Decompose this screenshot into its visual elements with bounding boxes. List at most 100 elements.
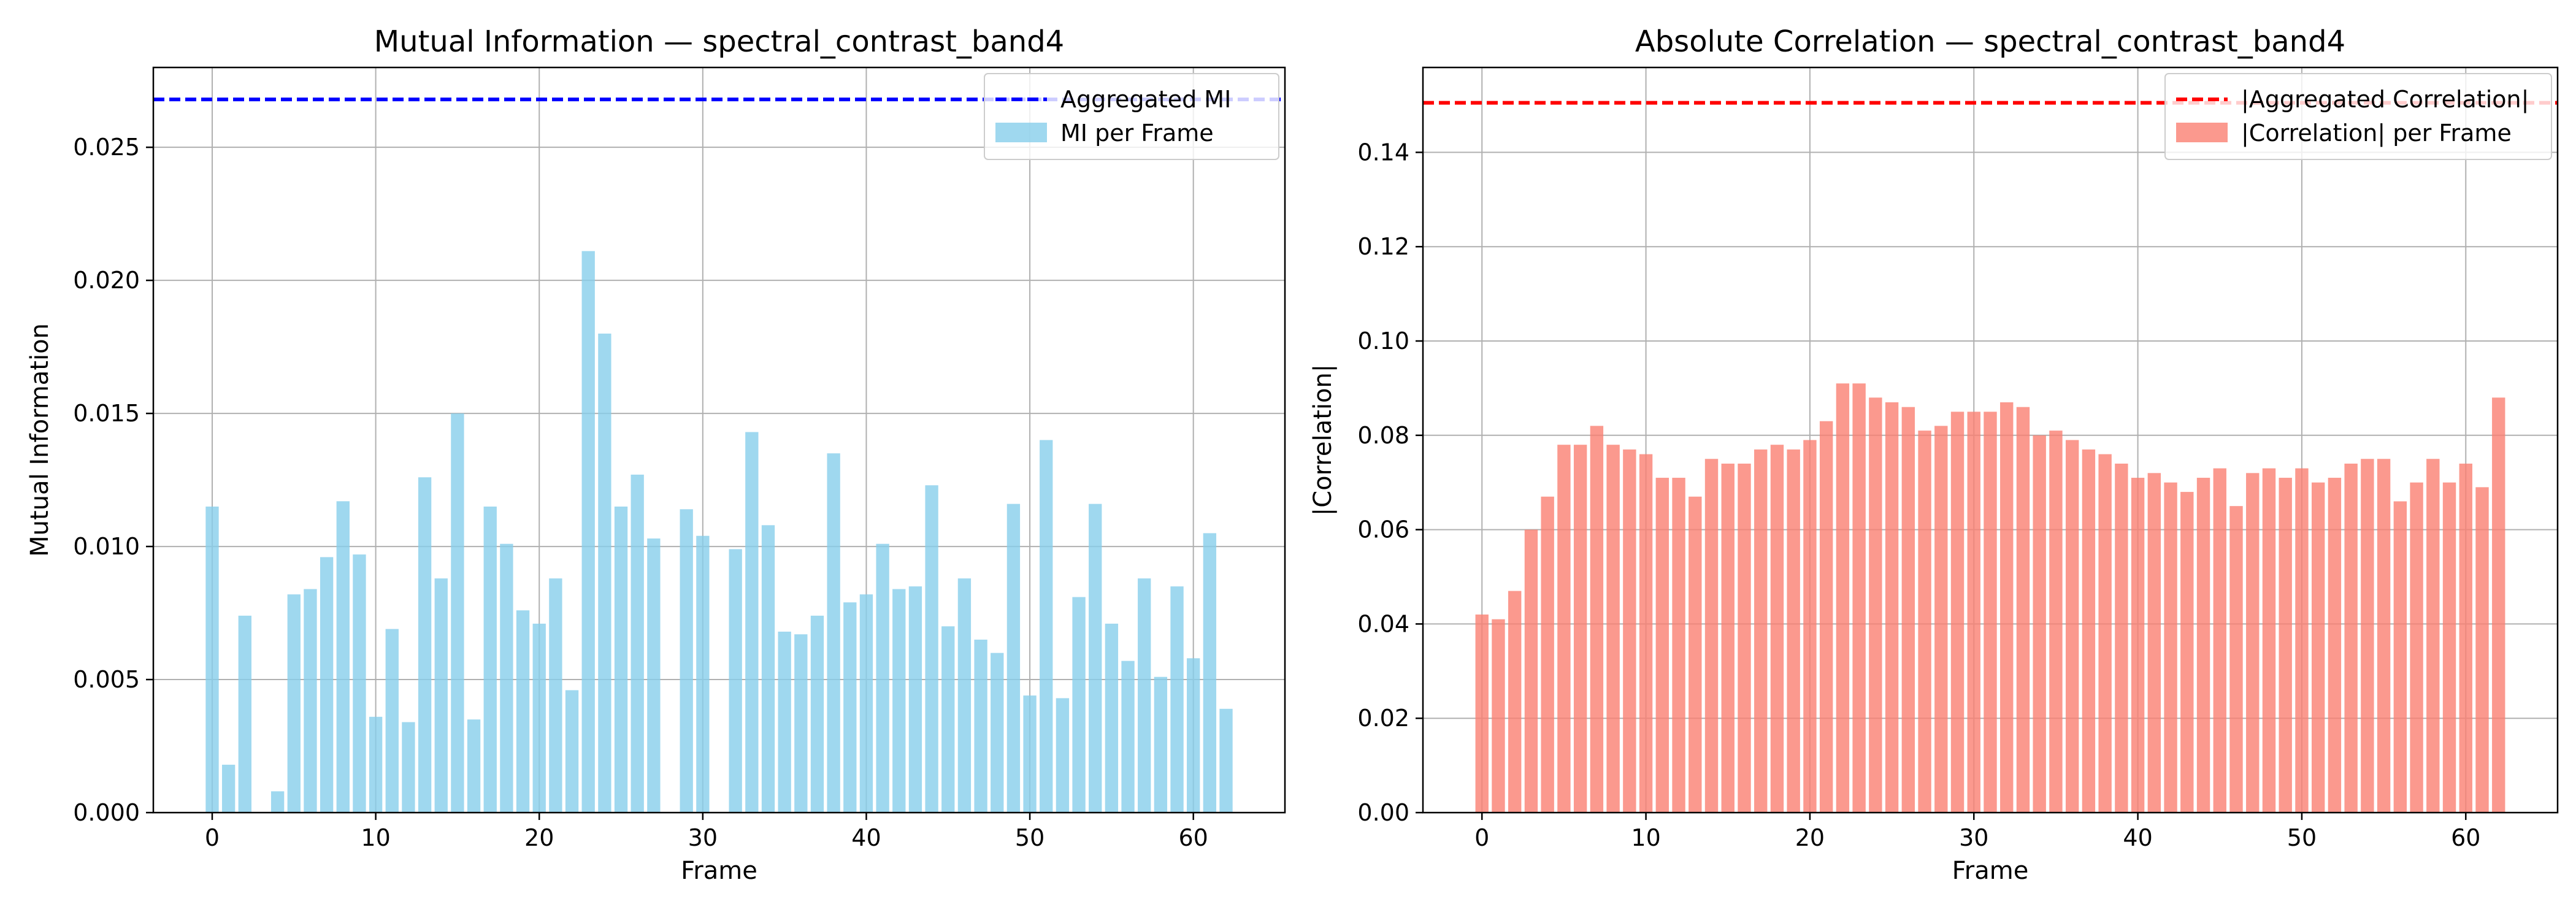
bar-frame-57	[1138, 578, 1151, 813]
bar-frame-4	[1541, 496, 1554, 813]
legend-box	[2164, 73, 2552, 160]
bar-frame-16	[1738, 463, 1751, 813]
bar-frame-9	[353, 554, 366, 813]
bar-frame-48	[991, 653, 1004, 813]
bar-frame-18	[1770, 445, 1784, 813]
bar-frame-45	[941, 626, 955, 813]
bar-frame-41	[876, 543, 889, 813]
bar-frame-3	[1524, 529, 1538, 813]
bar-frame-26	[631, 474, 644, 813]
bar-frame-52	[2328, 478, 2342, 813]
bar-frame-49	[1006, 504, 1021, 813]
plot-area-frame	[1422, 66, 2559, 814]
bar-frame-16	[467, 719, 481, 813]
bar-frame-28	[1934, 426, 1948, 813]
bar-frame-46	[957, 578, 972, 813]
y-tick-label: 0.12	[1357, 233, 1409, 260]
bar-frame-1	[1492, 619, 1505, 813]
bar-frame-25	[1885, 402, 1899, 813]
bar-frame-26	[1901, 407, 1915, 813]
bar-frame-13	[418, 477, 432, 813]
bar-frame-59	[2442, 482, 2456, 813]
y-tick-label: 0.14	[1357, 139, 1409, 166]
bar-frame-14	[1704, 459, 1719, 813]
bar-frame-17	[483, 506, 497, 813]
y-tick-label: 0.000	[73, 799, 140, 826]
bar-frame-46	[2229, 506, 2243, 813]
bar-frame-20	[532, 623, 546, 813]
legend-bar-swatch	[2176, 123, 2228, 142]
bar-frame-47	[2246, 473, 2260, 813]
bar-frame-54	[1089, 504, 1102, 813]
bar-frame-5	[1557, 445, 1571, 813]
y-tick-label: 0.010	[73, 533, 140, 560]
x-tick-label: 20	[524, 824, 554, 851]
bar-frame-14	[434, 578, 448, 813]
legend-box	[984, 73, 1279, 160]
bar-frame-6	[1573, 445, 1587, 813]
bar-frame-48	[2262, 468, 2276, 813]
bar-frame-12	[402, 722, 415, 813]
bar-frame-58	[2426, 459, 2440, 813]
bar-frame-1	[221, 764, 236, 813]
bar-frame-56	[2393, 501, 2407, 813]
bar-frame-24	[598, 333, 611, 813]
bar-frame-43	[908, 586, 922, 813]
bar-frame-15	[451, 413, 464, 813]
x-tick-label: 60	[1179, 824, 1208, 851]
bar-frame-0	[1475, 615, 1489, 813]
bar-frame-32	[2000, 402, 2014, 813]
absolute-correlation-chart: 0 10 20 30 40 50 60 0.00 0.02 0.04 0.06 0.08 0.10 0.1…	[1309, 25, 2559, 885]
x-tick-label: 20	[1795, 824, 1825, 851]
y-tick-label: 0.005	[73, 666, 140, 693]
x-tick-label: 0	[205, 824, 220, 851]
bar-frame-23	[581, 251, 595, 813]
bar-frame-36	[2065, 440, 2079, 813]
x-tick-label: 30	[1959, 824, 1988, 851]
bar-frame-33	[2016, 407, 2030, 813]
x-axis-label: Frame	[681, 857, 757, 885]
bar-frame-23	[1852, 383, 1866, 813]
y-tick-label: 0.08	[1357, 422, 1409, 449]
bar-frame-35	[2049, 431, 2063, 813]
bar-frame-50	[2295, 468, 2309, 813]
bar-frame-5	[287, 594, 301, 813]
bar-frame-54	[2361, 459, 2374, 813]
y-tick-label: 0.020	[73, 267, 140, 294]
bar-frame-19	[516, 610, 530, 813]
bar-frame-12	[1672, 478, 1685, 813]
legend: Aggregated MI MI per Frame	[984, 73, 1279, 160]
bar-frame-21	[549, 578, 562, 813]
bar-frame-50	[1023, 695, 1037, 813]
legend: |Aggregated Correlation| |Correlation| p…	[2164, 73, 2552, 160]
chart-title: Mutual Information — spectral_contrast_b…	[374, 25, 1064, 59]
bar-frame-35	[778, 631, 791, 813]
bar-frame-44	[925, 485, 938, 813]
bar-frame-40	[859, 594, 873, 813]
bar-frame-17	[1754, 449, 1768, 813]
y-tick-label: 0.04	[1357, 610, 1409, 637]
bar-frame-36	[794, 634, 808, 813]
bar-frame-34	[2033, 435, 2046, 813]
bar-frame-22	[1836, 383, 1850, 813]
bar-frame-11	[1655, 478, 1669, 813]
bar-frame-33	[745, 432, 759, 813]
x-tick-label: 50	[1015, 824, 1045, 851]
bar-frame-19	[1787, 449, 1800, 813]
bar-frame-55	[1105, 623, 1119, 813]
bar-frame-15	[1721, 463, 1735, 813]
bar-frame-59	[1170, 586, 1184, 813]
bar-frame-39	[2115, 463, 2128, 813]
bar-frame-51	[2311, 482, 2325, 813]
y-tick-label: 0.00	[1357, 799, 1409, 826]
bar-frame-61	[1203, 533, 1217, 813]
mutual-information-chart: 0 10 20 30 40 50 60 0.000 0.005 0.010 0.015 0.020 0.…	[26, 25, 1286, 885]
bar-frame-51	[1040, 440, 1053, 813]
legend-bar-swatch	[995, 123, 1047, 142]
bar-frame-27	[647, 538, 661, 813]
x-tick-label: 50	[2287, 824, 2317, 851]
bar-frame-7	[1590, 426, 1604, 813]
bar-frame-56	[1121, 661, 1135, 813]
y-axis-label: |Correlation|	[1309, 364, 1337, 516]
bar-frame-8	[336, 501, 350, 813]
